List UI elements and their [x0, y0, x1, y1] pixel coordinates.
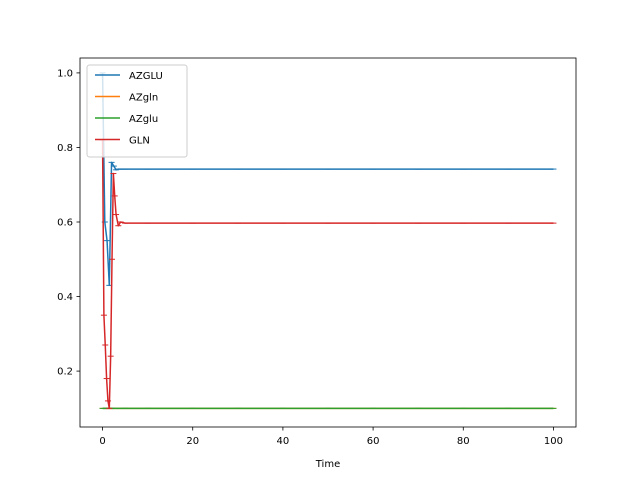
- legend-label: GLN: [129, 136, 150, 147]
- x-axis-label: Time: [315, 459, 340, 470]
- legend-label: AZglu: [129, 114, 158, 125]
- y-tick-label: 0.6: [57, 218, 73, 229]
- series-group: [99, 72, 557, 410]
- legend-box: [86, 64, 188, 158]
- axes-frame: [79, 57, 577, 428]
- x-tick-label: 60: [367, 436, 380, 447]
- series-line-gln: [101, 139, 554, 410]
- series-line-azglu: [101, 72, 554, 287]
- x-tick-label: 80: [457, 436, 470, 447]
- axes: 0 20 40 60 80 100 0.2 0.4 0.6 0.8 1.0: [57, 57, 577, 447]
- x-tick-label: 0: [99, 436, 105, 447]
- y-tick-label: 0.8: [57, 143, 73, 154]
- x-tick-label: 100: [544, 436, 563, 447]
- x-tick-label: 20: [186, 436, 199, 447]
- y-tick-label: 0.2: [57, 367, 73, 378]
- legend: AZGLU AZgln AZglu GLN: [86, 64, 188, 158]
- x-tick-label: 40: [277, 436, 290, 447]
- legend-label: AZGLU: [129, 71, 163, 82]
- y-tick-label: 1.0: [57, 68, 73, 79]
- y-tick-label: 0.4: [57, 292, 73, 303]
- plot-area: [99, 72, 557, 410]
- legend-label: AZgln: [129, 93, 158, 104]
